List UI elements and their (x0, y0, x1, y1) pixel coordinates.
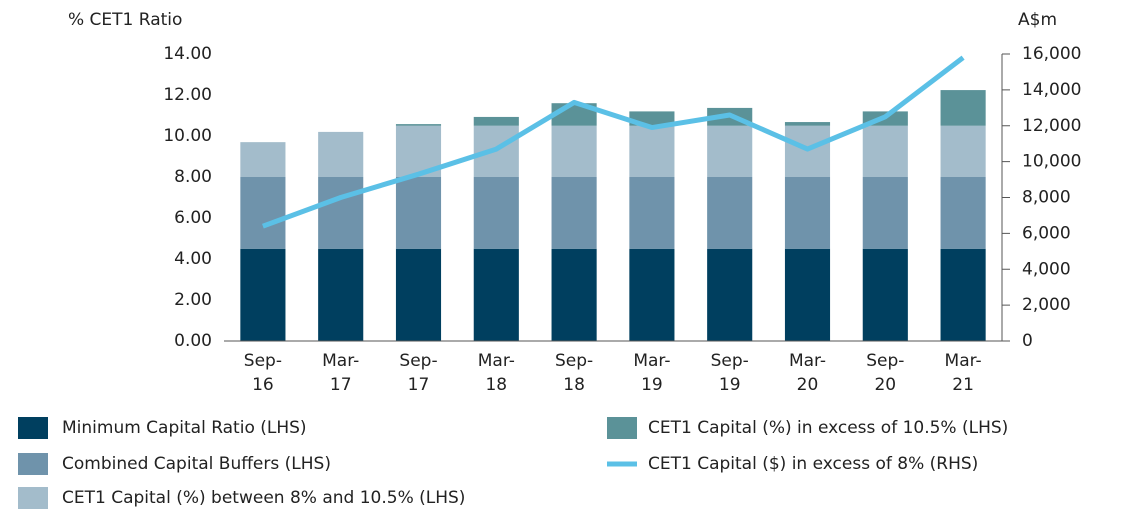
bar (240, 142, 286, 177)
legend-label: Minimum Capital Ratio (LHS) (62, 418, 307, 438)
bar (707, 125, 753, 177)
x-tick-label: Sep-19 (711, 351, 749, 395)
y2-tick-label: 0 (1022, 331, 1033, 351)
bar (940, 125, 986, 177)
y-tick-label: 6.00 (174, 208, 212, 228)
y2-tick-label: 14,000 (1022, 80, 1081, 100)
bar (940, 177, 986, 249)
y-axis-label: % CET1 Ratio (68, 10, 182, 30)
y2-tick-label: 10,000 (1022, 152, 1081, 172)
bar (395, 248, 442, 341)
bar (707, 177, 753, 249)
y2-tick-label: 4,000 (1022, 259, 1071, 279)
bar (940, 90, 986, 126)
y-tick-label: 2.00 (174, 290, 212, 310)
bar (629, 125, 675, 177)
legend-label: CET1 Capital ($) in excess of 8% (RHS) (648, 454, 978, 474)
bar (318, 131, 364, 177)
bar (318, 248, 364, 341)
bar (473, 248, 519, 341)
x-tick-label: Sep-20 (866, 351, 904, 395)
bar (784, 248, 831, 341)
legend-label: CET1 Capital (%) between 8% and 10.5% (L… (62, 488, 465, 508)
legend-label: CET1 Capital (%) in excess of 10.5% (LHS… (648, 418, 1008, 438)
legend-swatch (18, 453, 48, 475)
bar (784, 122, 831, 126)
bar (551, 177, 597, 249)
bar (940, 248, 986, 341)
bar (629, 248, 675, 341)
line (262, 55, 965, 229)
x-tick-label: Mar-18 (478, 351, 515, 395)
bar (551, 125, 597, 177)
legend-swatch (18, 417, 48, 439)
bar (473, 177, 519, 249)
x-tick-label: Mar-20 (789, 351, 826, 395)
y-tick-label: 4.00 (174, 249, 212, 269)
y-tick-label: 0.00 (174, 331, 212, 351)
bar (240, 248, 286, 341)
bar (473, 116, 519, 126)
y2-axis-label: A$m (1018, 10, 1057, 30)
bar (395, 177, 442, 249)
y2-tick-label: 6,000 (1022, 223, 1071, 243)
y2-tick-label: 16,000 (1022, 44, 1081, 64)
y2-tick-label: 8,000 (1022, 188, 1071, 208)
bar (862, 125, 908, 177)
y2-tick-label: 12,000 (1022, 116, 1081, 136)
bar (318, 177, 364, 249)
bar (395, 124, 442, 126)
bar (240, 177, 286, 249)
bar (551, 248, 597, 341)
bar (629, 177, 675, 249)
y-tick-label: 12.00 (163, 85, 212, 105)
y-tick-label: 8.00 (174, 167, 212, 187)
bar (862, 177, 908, 249)
x-tick-label: Sep-17 (399, 351, 437, 395)
legend-swatch (607, 417, 637, 439)
y-tick-label: 14.00 (163, 44, 212, 64)
x-tick-label: Mar-17 (322, 351, 359, 395)
x-tick-label: Sep-16 (244, 351, 282, 395)
x-tick-label: Mar-19 (633, 351, 670, 395)
x-tick-label: Sep-18 (555, 351, 593, 395)
y2-tick-label: 2,000 (1022, 295, 1071, 315)
x-tick-label: Mar-21 (945, 351, 982, 395)
bar (784, 177, 831, 249)
legend-label: Combined Capital Buffers (LHS) (62, 454, 331, 474)
y-tick-label: 10.00 (163, 126, 212, 146)
bar (707, 248, 753, 341)
bar (862, 248, 908, 341)
legend-swatch (18, 487, 48, 509)
